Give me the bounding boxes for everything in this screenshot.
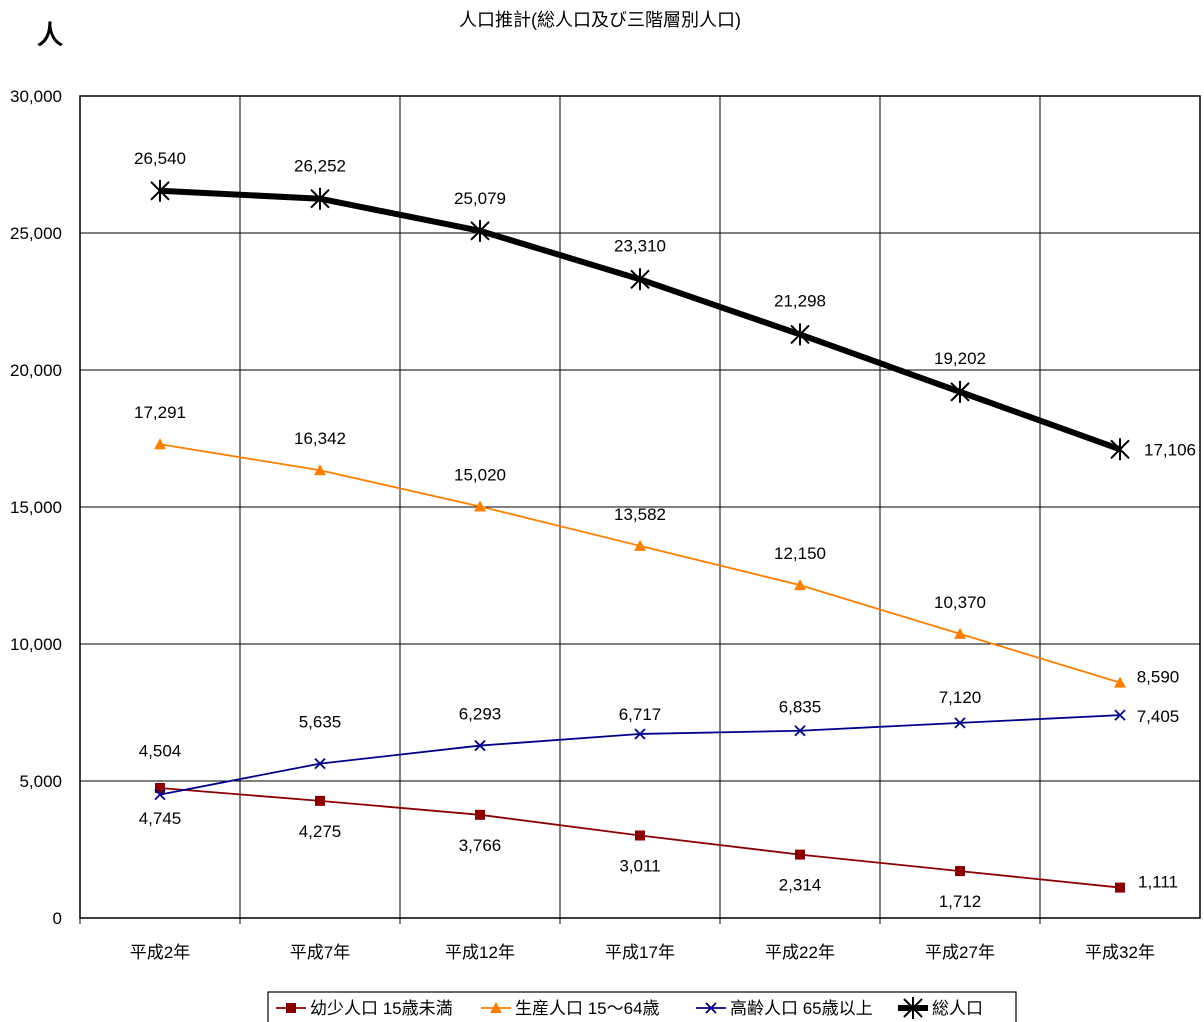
data-point-total (630, 268, 650, 291)
x-tick-label: 平成7年 (290, 943, 350, 962)
data-label-working-age: 17,291 (134, 403, 186, 422)
data-label-working-age: 8,590 (1137, 668, 1180, 687)
data-point-working-age (474, 500, 486, 512)
data-label-youth: 1,712 (939, 892, 982, 911)
data-point-working-age (794, 579, 806, 591)
data-point-working-age (634, 539, 646, 551)
data-label-youth: 3,766 (459, 836, 502, 855)
data-point-working-age (314, 464, 326, 476)
data-point-total (790, 323, 810, 346)
data-point-elderly (474, 739, 486, 752)
data-point-elderly (954, 717, 966, 729)
y-tick-label: 0 (53, 909, 62, 928)
data-label-total: 17,106 (1144, 440, 1196, 459)
data-point-youth (1115, 882, 1125, 893)
series-line-working-age (159, 443, 1121, 684)
data-point-youth (155, 782, 165, 793)
data-label-elderly: 6,835 (779, 698, 822, 717)
legend: 幼少人口 15歳未満 生産人口 15～64歳 高齢人口 65歳以上 総人口 (267, 991, 1017, 1022)
data-label-elderly: 6,717 (619, 705, 662, 724)
data-label-working-age: 13,582 (614, 505, 666, 524)
data-label-youth: 4,275 (299, 822, 342, 841)
data-point-working-age (954, 627, 966, 639)
y-tick-label: 25,000 (10, 224, 62, 243)
data-point-elderly (634, 728, 646, 740)
data-label-youth: 3,011 (619, 856, 660, 875)
data-point-elderly (794, 725, 806, 737)
data-point-total (950, 380, 970, 403)
data-label-elderly: 7,120 (939, 688, 982, 707)
data-point-total (470, 219, 490, 242)
data-label-elderly: 7,405 (1137, 707, 1180, 726)
y-unit-label: 人 (37, 20, 63, 50)
x-tick-label: 平成32年 (1085, 943, 1155, 962)
y-tick-label: 5,000 (19, 772, 62, 791)
data-label-youth: 2,314 (779, 876, 822, 895)
data-label-total: 19,202 (934, 349, 986, 368)
y-tick-label: 30,000 (10, 87, 62, 106)
plot-border (79, 95, 1201, 919)
data-point-youth (795, 849, 805, 860)
data-label-total: 21,298 (774, 291, 826, 310)
data-point-youth (955, 866, 965, 877)
legend-label-total: 総人口 (932, 999, 983, 1018)
legend-label-elderly: 高齢人口 65歳以上 (730, 999, 873, 1018)
data-label-total: 26,540 (134, 149, 186, 168)
data-label-elderly: 4,504 (139, 742, 182, 761)
legend-marker-elderly (705, 1002, 717, 1014)
data-point-working-age (1114, 676, 1126, 688)
data-label-youth: 4,745 (139, 809, 182, 828)
data-label-working-age: 15,020 (454, 465, 506, 484)
data-point-total (310, 187, 330, 210)
data-label-working-age: 10,370 (934, 593, 986, 612)
data-point-total (1110, 438, 1130, 461)
data-label-elderly: 6,293 (459, 705, 502, 724)
chart-title: 人口推計(総人口及び三階層別人口) (459, 10, 741, 30)
legend-label-youth: 幼少人口 15歳未満 (310, 999, 453, 1018)
y-tick-label: 20,000 (10, 361, 62, 380)
y-tick-label: 15,000 (10, 498, 62, 517)
legend-marker-working-age (490, 1002, 502, 1013)
x-tick-label: 平成27年 (925, 943, 995, 962)
data-point-youth (315, 795, 325, 806)
series-line-total (159, 187, 1122, 453)
data-point-elderly (314, 757, 326, 770)
x-tick-label: 平成22年 (765, 943, 835, 962)
x-tick-label: 平成2年 (130, 943, 190, 962)
x-tick-label: 平成17年 (605, 943, 675, 962)
data-point-total (150, 179, 170, 202)
data-label-total: 23,310 (614, 236, 666, 255)
legend-box (267, 991, 1017, 1022)
plot-area: 0 5,000 10,000 15,000 20,000 25,000 30,000 平成2年… (10, 87, 1201, 962)
x-tick-label: 平成12年 (445, 943, 515, 962)
data-point-youth (475, 809, 485, 820)
data-point-youth (635, 830, 645, 841)
legend-label-working-age: 生産人口 15～64歳 (515, 999, 660, 1018)
data-point-working-age (154, 438, 166, 450)
data-point-elderly (154, 788, 166, 801)
data-label-elderly: 5,635 (299, 713, 342, 732)
legend-marker-youth (286, 1003, 296, 1013)
legend-marker-total (903, 997, 923, 1019)
y-tick-label: 10,000 (10, 635, 62, 654)
data-label-working-age: 16,342 (294, 429, 346, 448)
data-label-working-age: 12,150 (774, 544, 826, 563)
data-label-total: 26,252 (294, 157, 346, 176)
data-label-total: 25,079 (454, 189, 506, 208)
data-label-youth: 1,111 (1138, 873, 1178, 892)
data-point-elderly (1114, 709, 1126, 721)
